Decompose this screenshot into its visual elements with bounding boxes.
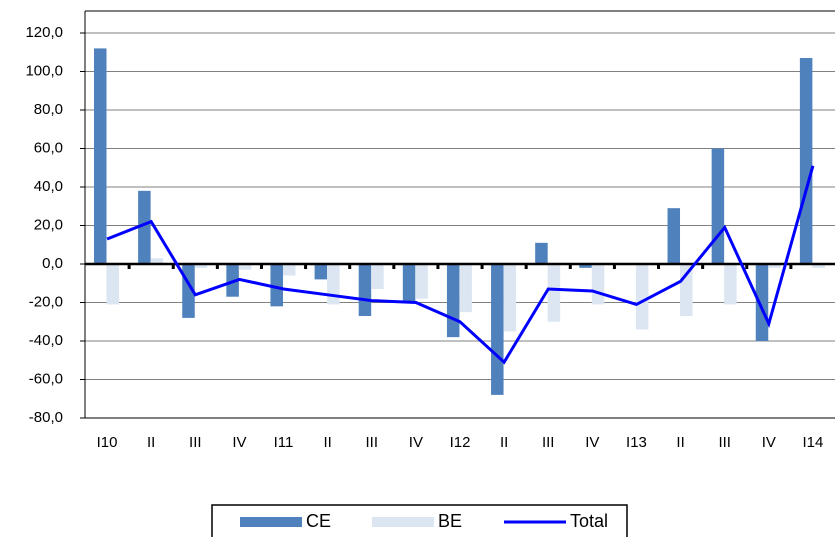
x-tick-label: III bbox=[718, 434, 731, 451]
bar bbox=[150, 258, 164, 264]
x-tick-label: II bbox=[323, 434, 331, 451]
x-tick-label: IV bbox=[409, 434, 423, 451]
x-tick-label: IV bbox=[585, 434, 599, 451]
y-tick-label: 20,0 bbox=[34, 216, 63, 233]
y-tick-label: -80,0 bbox=[29, 409, 63, 426]
y-tick-label: 80,0 bbox=[34, 101, 63, 118]
x-tick-label: I12 bbox=[450, 434, 471, 451]
bar bbox=[591, 264, 605, 305]
y-tick-label: 120,0 bbox=[25, 24, 63, 41]
x-tick-label: II bbox=[500, 434, 508, 451]
bar bbox=[358, 264, 372, 316]
bar bbox=[768, 264, 781, 268]
bar bbox=[812, 264, 825, 268]
legend-label: CE bbox=[306, 511, 331, 531]
total-line bbox=[106, 165, 815, 365]
y-tick-label: -20,0 bbox=[29, 293, 63, 310]
x-tick-label: I13 bbox=[626, 434, 647, 451]
bar bbox=[194, 264, 208, 268]
y-tick-label: 60,0 bbox=[34, 139, 63, 156]
bar bbox=[314, 264, 328, 280]
x-tick-label: III bbox=[366, 434, 379, 451]
x-tick-label: III bbox=[189, 434, 202, 451]
bar bbox=[94, 48, 107, 265]
bar bbox=[491, 264, 504, 395]
legend-swatch bbox=[240, 517, 302, 527]
y-tick-label: 40,0 bbox=[34, 178, 63, 195]
x-tick-label: II bbox=[147, 434, 155, 451]
bar bbox=[579, 264, 592, 268]
bar bbox=[547, 264, 561, 322]
bar bbox=[503, 264, 517, 332]
x-tick-label: IV bbox=[762, 434, 776, 451]
bar bbox=[680, 264, 693, 316]
bar bbox=[402, 264, 416, 303]
bar bbox=[371, 264, 384, 290]
x-tick-label: IV bbox=[232, 434, 246, 451]
bar bbox=[635, 264, 649, 330]
bar bbox=[282, 264, 296, 276]
bar bbox=[238, 264, 252, 270]
legend-swatch bbox=[372, 517, 434, 527]
x-tick-label: II bbox=[676, 434, 684, 451]
bar bbox=[415, 264, 428, 299]
x-tick-label: I11 bbox=[274, 434, 294, 451]
bar bbox=[459, 264, 472, 313]
legend-label: BE bbox=[438, 511, 462, 531]
bar bbox=[799, 58, 813, 265]
y-tick-label: -40,0 bbox=[29, 332, 63, 349]
legend-label: Total bbox=[570, 511, 608, 531]
y-tick-label: 0,0 bbox=[42, 255, 63, 272]
bar bbox=[327, 264, 340, 305]
x-tick-label: I10 bbox=[97, 434, 118, 451]
bar bbox=[535, 242, 548, 264]
bar bbox=[724, 264, 737, 305]
y-tick-label: -60,0 bbox=[29, 370, 63, 387]
bar bbox=[755, 264, 769, 341]
bar bbox=[667, 208, 681, 264]
y-tick-label: 100,0 bbox=[25, 62, 63, 79]
bar bbox=[138, 190, 151, 264]
x-tick-label: I14 bbox=[803, 434, 824, 451]
bar bbox=[446, 264, 460, 338]
x-tick-label: III bbox=[542, 434, 555, 451]
bar bbox=[106, 264, 119, 305]
bar bbox=[711, 148, 725, 264]
bar bbox=[270, 264, 283, 307]
